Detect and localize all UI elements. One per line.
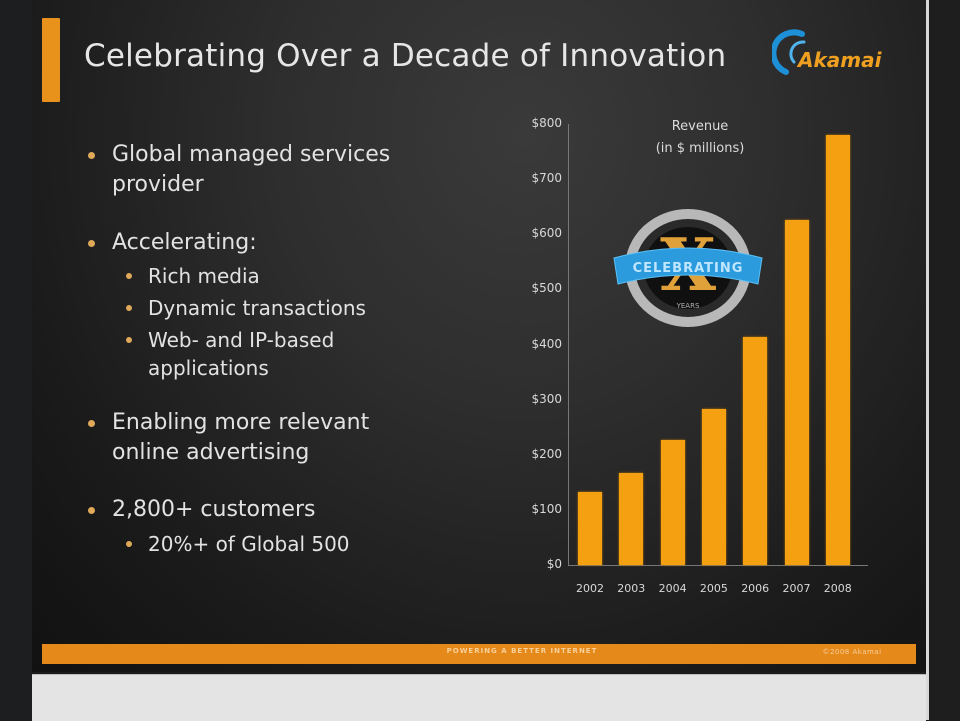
bullet-text: Global managed services xyxy=(112,142,391,167)
bullet-text: online advertising xyxy=(112,440,310,465)
sub-bullet-item: Rich media xyxy=(124,262,260,290)
y-axis xyxy=(568,124,569,566)
bullet-text: applications xyxy=(148,356,269,380)
right-divider xyxy=(926,0,929,720)
bullet-dot-icon xyxy=(126,273,132,279)
bullet-item: Accelerating: xyxy=(84,228,257,258)
sub-bullet-item: Dynamic transactions xyxy=(124,294,366,322)
celebrating-x-years-badge-icon: X CELEBRATING YEARS xyxy=(613,209,763,327)
bullet-text: Dynamic transactions xyxy=(148,296,366,320)
bullet-text: 20%+ of Global 500 xyxy=(148,532,350,556)
bottom-panel xyxy=(32,674,926,721)
y-tick-label: $100 xyxy=(531,501,562,516)
title-accent-bar xyxy=(42,18,60,102)
akamai-wave-icon xyxy=(772,29,806,75)
sub-bullet-item: 20%+ of Global 500 xyxy=(124,530,350,558)
bullet-dot-icon xyxy=(126,541,132,547)
sub-bullet-item: Web- and IP-based applications xyxy=(124,326,334,382)
x-tick-label: 2002 xyxy=(576,582,604,595)
footer-bar: POWERING A BETTER INTERNET ©2008 Akamai xyxy=(42,644,916,664)
bullet-item: Global managed services provider xyxy=(84,140,390,200)
bullet-item: 2,800+ customers xyxy=(84,495,315,525)
chart-title-text: Revenue xyxy=(671,119,729,134)
slide xyxy=(32,0,926,672)
bar-2007 xyxy=(784,219,809,565)
y-tick-label: $600 xyxy=(531,226,562,241)
x-tick-label: 2003 xyxy=(617,582,646,595)
bullet-dot-icon xyxy=(126,305,132,311)
x-axis xyxy=(568,565,868,566)
bullet-item: Enabling more relevant online advertisin… xyxy=(84,408,369,468)
y-tick-label: $300 xyxy=(531,391,562,406)
bar-2002 xyxy=(578,492,602,565)
bullet-text: provider xyxy=(112,172,204,197)
chart-subtitle-text: (in $ millions) xyxy=(655,141,745,156)
bullet-dot-icon xyxy=(88,420,95,427)
akamai-logo: Akamai xyxy=(772,28,890,84)
revenue-bar-chart: Revenue (in $ millions) $0 $100 $200 $300 $4… xyxy=(510,110,880,610)
y-tick-label: $800 xyxy=(531,116,562,130)
footer-copyright: ©2008 Akamai xyxy=(822,648,882,656)
bar-2005 xyxy=(701,408,726,565)
svg-text:YEARS: YEARS xyxy=(676,302,700,310)
bullet-text: Web- and IP-based xyxy=(148,328,335,352)
y-tick-label: $200 xyxy=(531,446,562,461)
svg-text:CELEBRATING: CELEBRATING xyxy=(633,261,744,276)
bar-2004 xyxy=(660,439,685,565)
slide-title: Celebrating Over a Decade of Innovation xyxy=(84,38,727,74)
bullet-dot-icon xyxy=(88,152,95,159)
x-tick-label: 2007 xyxy=(782,582,811,595)
bullet-text: Rich media xyxy=(148,264,260,288)
x-tick-label: 2005 xyxy=(699,582,728,595)
chart-title: Revenue (in $ millions) xyxy=(630,116,770,160)
y-tick-label: $0 xyxy=(546,557,562,571)
x-tick-label: 2006 xyxy=(741,582,770,595)
bar-2003 xyxy=(619,472,644,565)
bullet-text: Enabling more relevant xyxy=(112,410,370,435)
bar-2006 xyxy=(743,336,768,565)
bullet-dot-icon xyxy=(126,337,132,343)
bar-2008 xyxy=(825,135,850,565)
x-tick-label: 2004 xyxy=(658,582,687,595)
bullet-text: 2,800+ customers xyxy=(112,497,316,522)
y-tick-label: $500 xyxy=(531,281,562,296)
bullet-text: Accelerating: xyxy=(112,230,257,255)
y-tick-label: $700 xyxy=(531,171,562,186)
bullet-dot-icon xyxy=(88,507,95,514)
logo-text: Akamai xyxy=(798,48,882,72)
left-margin xyxy=(0,0,32,720)
right-margin xyxy=(930,0,960,720)
footer-tagline: POWERING A BETTER INTERNET xyxy=(446,647,598,655)
x-tick-label: 2008 xyxy=(823,582,852,595)
bullet-dot-icon xyxy=(88,240,95,247)
y-tick-label: $400 xyxy=(531,336,562,351)
